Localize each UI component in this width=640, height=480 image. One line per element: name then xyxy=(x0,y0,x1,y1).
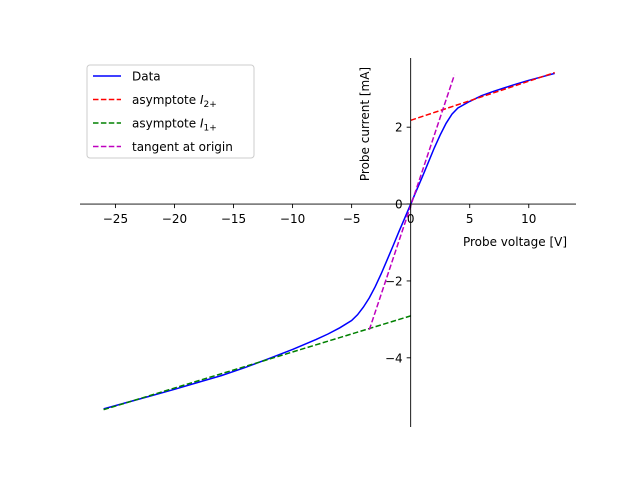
axes xyxy=(80,58,576,427)
legend-label: asymptote I1+ xyxy=(132,117,217,134)
x-tick-label: −25 xyxy=(103,212,128,226)
legend-box xyxy=(86,64,255,159)
legend-label: asymptote I2+ xyxy=(132,93,217,110)
plot-lines xyxy=(103,71,555,411)
x-tick-label: −10 xyxy=(280,212,305,226)
x-tick-label: 10 xyxy=(521,212,536,226)
x-tick-label: −5 xyxy=(343,212,361,226)
y-tick-label: −4 xyxy=(385,351,403,365)
y-tick-label: 2 xyxy=(395,121,403,135)
ticks: −25 −20 −15 −10 −5 0 5 10−4−202 xyxy=(103,121,537,366)
series-line-3 xyxy=(368,74,456,331)
series-line-2 xyxy=(103,315,411,411)
legend-label: Data xyxy=(132,70,161,84)
series-line-0 xyxy=(103,72,555,410)
series-line-1 xyxy=(410,71,555,122)
y-tick-label: −2 xyxy=(385,274,403,288)
legend: Data asymptote I2+ asymptote I1+ tangent at… xyxy=(86,64,255,159)
x-tick-label: 0 xyxy=(407,212,415,226)
legend-label: tangent at origin xyxy=(132,140,233,154)
y-tick-label: 0 xyxy=(395,198,403,212)
x-tick-label: −15 xyxy=(221,212,246,226)
y-axis-label: Probe current [mA] xyxy=(358,67,372,181)
x-axis-label: Probe voltage [V] xyxy=(463,235,567,249)
x-tick-label: 5 xyxy=(466,212,474,226)
x-tick-label: −20 xyxy=(162,212,187,226)
